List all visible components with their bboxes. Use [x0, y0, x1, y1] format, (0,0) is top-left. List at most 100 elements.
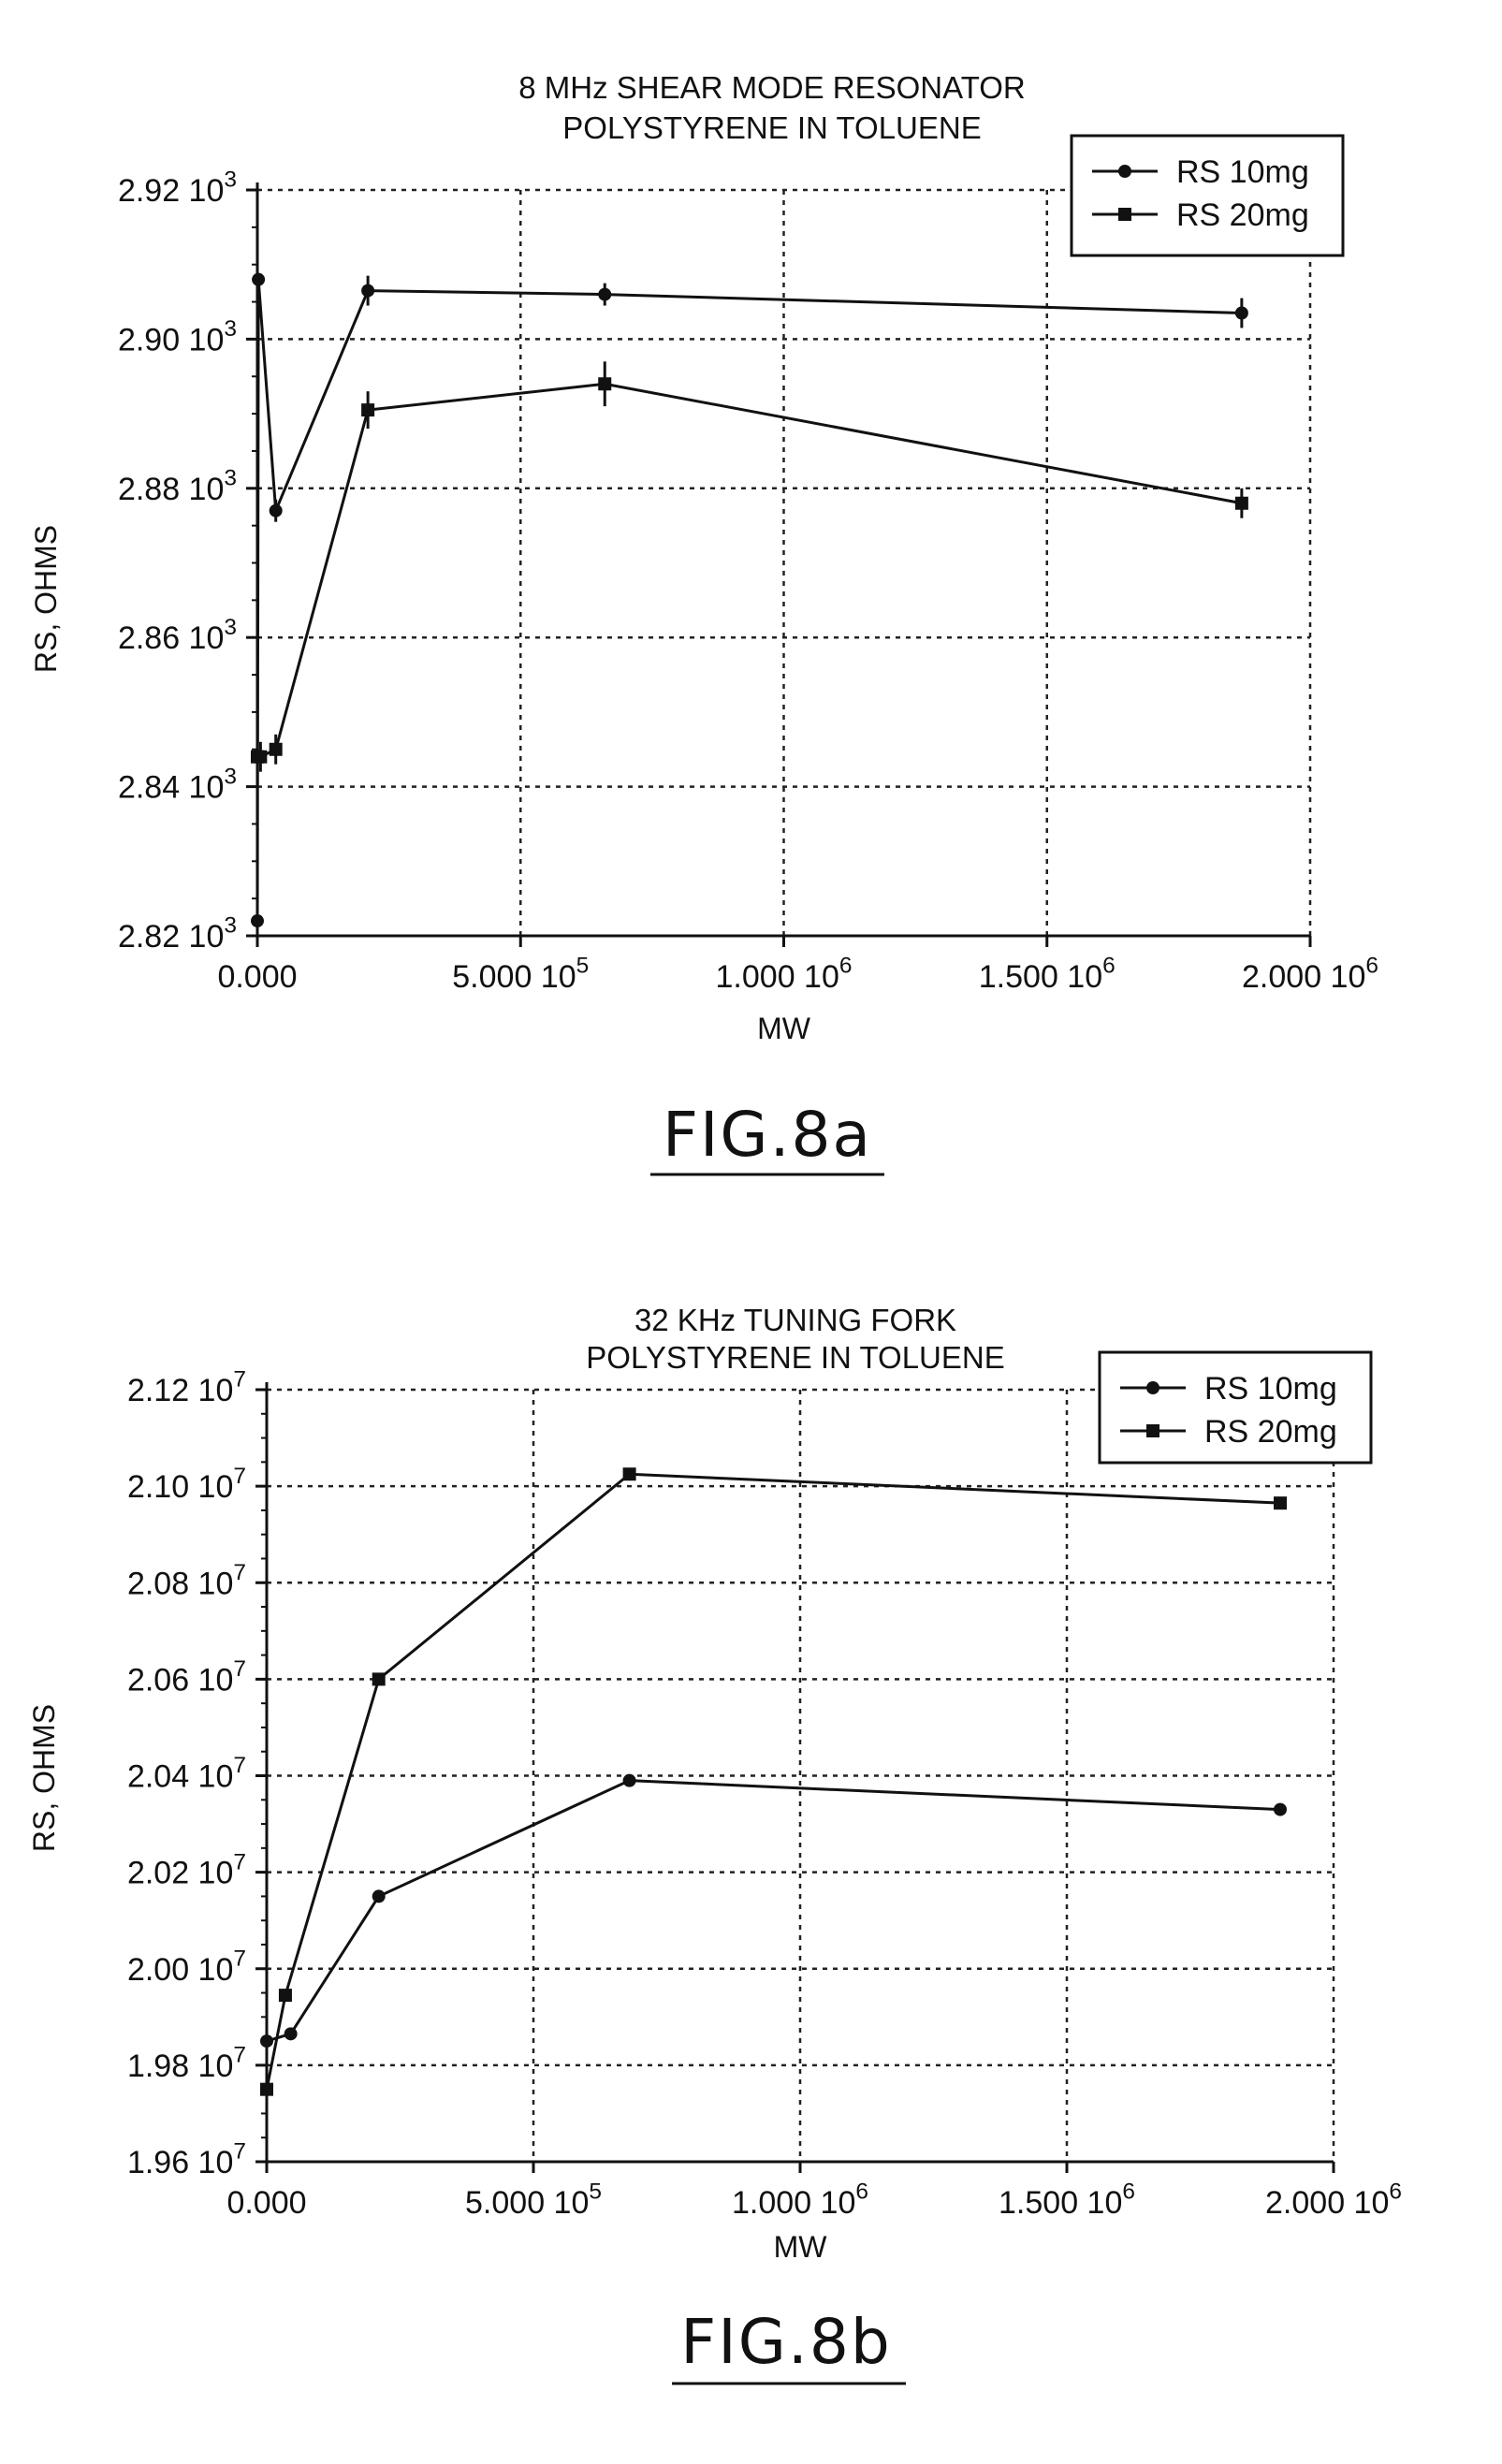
legend-label: RS 10mg — [1204, 1371, 1337, 1407]
y-tick-label: 2.04 107 — [127, 1753, 246, 1794]
data-point-circle — [361, 284, 374, 298]
legend: RS 10mg RS 20mg — [1072, 136, 1343, 255]
x-tick-label: 5.000 105 — [465, 2180, 602, 2221]
x-tick-label-base: 1.000 10 — [732, 2185, 855, 2221]
x-axis-label: MW — [774, 2230, 828, 2264]
data-point-circle — [1235, 307, 1248, 320]
y-tick-label-exponent: 7 — [233, 1367, 246, 1392]
y-tick-label-exponent: 7 — [233, 1753, 246, 1778]
legend-label: RS 20mg — [1204, 1414, 1337, 1450]
y-tick-label-exponent: 7 — [233, 1946, 246, 1971]
y-tick-label-exponent: 7 — [233, 1849, 246, 1874]
data-point-circle — [252, 273, 265, 286]
data-point-circle — [372, 1889, 386, 1903]
y-tick-label: 2.02 107 — [127, 1849, 246, 1890]
y-tick-label: 2.92 103 — [118, 168, 237, 209]
data-point-circle — [1274, 1803, 1287, 1816]
series-line — [257, 280, 1242, 921]
y-tick-label-base: 2.06 10 — [127, 1662, 233, 1698]
figure-caption: FIG.8a — [663, 1099, 872, 1171]
x-tick-label-exponent: 6 — [1122, 2180, 1135, 2205]
x-tick-label: 1.000 106 — [732, 2180, 868, 2221]
y-tick-label-exponent: 7 — [233, 2043, 246, 2068]
x-tick-label: 0.000 — [226, 2185, 306, 2221]
x-tick-label-exponent: 5 — [589, 2180, 602, 2205]
y-tick-label-exponent: 3 — [224, 615, 237, 640]
series-rs-10mg — [251, 273, 1248, 927]
y-tick-label-base: 2.84 10 — [118, 770, 224, 806]
series-line — [257, 384, 1242, 756]
y-tick-label-exponent: 3 — [224, 913, 237, 939]
chart-2: 32 KHz TUNING FORKPOLYSTYRENE IN TOLUENE… — [27, 1303, 1402, 2264]
y-tick-label-exponent: 7 — [233, 1464, 246, 1489]
series-rs-20mg — [260, 1467, 1287, 2095]
figure-caption: FIG.8b — [680, 2306, 891, 2378]
legend-marker-circle — [1146, 1381, 1159, 1394]
y-tick-label-base: 2.02 10 — [127, 1856, 233, 1891]
x-tick-label: 1.500 106 — [979, 954, 1116, 995]
y-tick-label: 2.06 107 — [127, 1656, 246, 1698]
chart-title: 32 KHz TUNING FORK — [634, 1303, 956, 1337]
y-tick-label: 2.88 103 — [118, 466, 237, 507]
y-tick-label-base: 2.82 10 — [118, 919, 224, 955]
y-tick-label: 2.10 107 — [127, 1464, 246, 1505]
legend-marker-square — [1146, 1424, 1159, 1437]
x-tick-label-base: 1.000 10 — [716, 959, 839, 995]
y-tick-label-exponent: 3 — [224, 316, 237, 342]
y-tick-label: 1.96 107 — [127, 2139, 246, 2180]
x-axis-label: MW — [757, 1012, 811, 1045]
y-tick-label-base: 2.08 10 — [127, 1566, 233, 1601]
y-tick-label-base: 2.90 10 — [118, 322, 224, 357]
x-tick-label: 2.000 106 — [1265, 2180, 1402, 2221]
y-tick-label: 2.84 103 — [118, 764, 237, 805]
y-tick-label: 2.12 107 — [127, 1367, 246, 1408]
data-point-circle — [260, 2034, 273, 2048]
legend-marker-square — [1118, 208, 1131, 221]
data-point-circle — [598, 288, 611, 301]
x-tick-label-exponent: 5 — [576, 954, 590, 979]
y-tick-label-exponent: 7 — [233, 2139, 246, 2165]
chart-subtitle: POLYSTYRENE IN TOLUENE — [586, 1340, 1004, 1375]
x-tick-label-base: 5.000 10 — [452, 959, 576, 995]
y-tick-label-base: 2.88 10 — [118, 472, 224, 507]
x-tick-label: 1.000 106 — [716, 954, 853, 995]
y-axis-label: RS, OHMS — [29, 525, 63, 673]
x-tick-label: 5.000 105 — [452, 954, 589, 995]
x-tick-label-exponent: 6 — [1102, 954, 1116, 979]
x-tick-label-exponent: 6 — [1389, 2180, 1402, 2205]
x-tick-label: 1.500 106 — [999, 2180, 1135, 2221]
y-tick-label: 2.08 107 — [127, 1560, 246, 1601]
legend: RS 10mg RS 20mg — [1100, 1352, 1371, 1463]
legend-marker-circle — [1118, 165, 1131, 178]
y-tick-label-exponent: 3 — [224, 168, 237, 193]
chart-title: 8 MHz SHEAR MODE RESONATOR — [518, 70, 1026, 105]
y-tick-label-base: 2.04 10 — [127, 1759, 233, 1795]
data-point-square — [1274, 1496, 1287, 1509]
legend-label: RS 10mg — [1176, 154, 1309, 190]
y-tick-label-exponent: 7 — [233, 1560, 246, 1585]
y-tick-label-exponent: 3 — [224, 764, 237, 789]
x-tick-label-base: 1.500 10 — [979, 959, 1102, 995]
legend-label: RS 20mg — [1176, 197, 1309, 233]
x-tick-label-base: 2.000 10 — [1265, 2185, 1389, 2221]
y-tick-label-exponent: 3 — [224, 466, 237, 491]
y-tick-label: 1.98 107 — [127, 2043, 246, 2084]
x-tick-label-base: 1.500 10 — [999, 2185, 1122, 2221]
x-tick-label-base: 0.000 — [226, 2185, 306, 2221]
chart-subtitle: POLYSTYRENE IN TOLUENE — [562, 110, 981, 145]
x-tick-label: 2.000 106 — [1242, 954, 1378, 995]
chart-1: 8 MHz SHEAR MODE RESONATOR POLYSTYRENE IN… — [29, 70, 1378, 1045]
x-tick-label: 0.000 — [217, 959, 297, 995]
y-tick-label-base: 1.96 10 — [127, 2145, 233, 2180]
x-tick-label-base: 0.000 — [217, 959, 297, 995]
data-point-square — [361, 403, 374, 416]
y-tick-label: 2.90 103 — [118, 316, 237, 357]
data-point-square — [1235, 497, 1248, 510]
y-tick-label: 2.82 103 — [118, 913, 237, 955]
x-tick-label-base: 5.000 10 — [465, 2185, 589, 2221]
data-point-square — [372, 1672, 386, 1685]
y-tick-label-base: 2.86 10 — [118, 620, 224, 656]
series-rs-10mg — [260, 1774, 1287, 2048]
y-tick-label-exponent: 7 — [233, 1656, 246, 1682]
